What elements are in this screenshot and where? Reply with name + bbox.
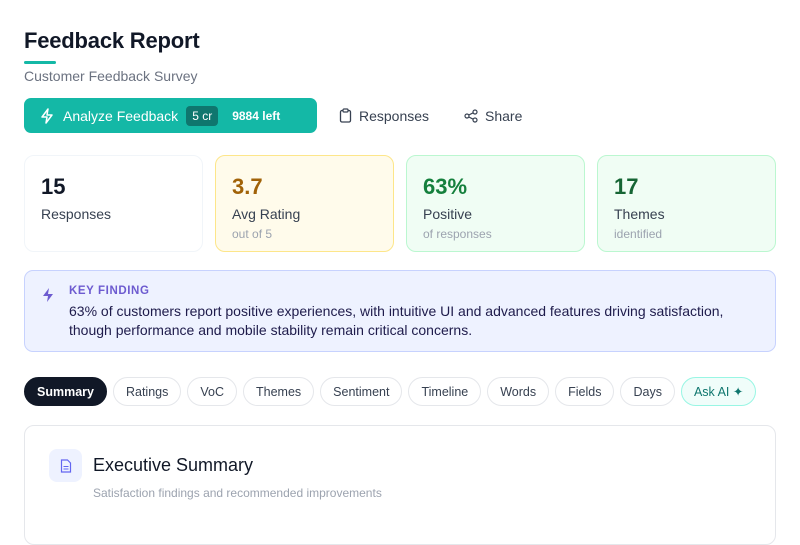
analyze-button[interactable]: Analyze Feedback 5 cr 9884 left [24, 98, 317, 133]
section-title: Executive Summary [93, 455, 254, 475]
analyze-label: Analyze Feedback [63, 107, 179, 124]
page-title: Feedback Report [24, 28, 200, 53]
page-subtitle: Customer Feedback Survey [24, 68, 198, 84]
stat-note: of responses [423, 227, 492, 241]
stat-value: 15 [41, 174, 66, 199]
stat-label: Themes [614, 206, 665, 222]
bolt-icon [41, 107, 53, 124]
tab[interactable]: Ratings [112, 377, 182, 406]
tab[interactable]: Words [487, 377, 550, 406]
stat-note: identified [614, 227, 663, 241]
cost-badge: 5 cr [186, 105, 219, 126]
responses-label: Responses [359, 107, 430, 124]
share-button[interactable]: Share [464, 98, 522, 133]
stat-label: Positive [423, 206, 473, 222]
stat-card: 17 Themes identified [597, 155, 776, 252]
clipboard-icon [339, 108, 352, 123]
title-underline [24, 61, 56, 64]
tab[interactable]: VoC [187, 377, 238, 406]
stat-card: 15 Responses [24, 155, 203, 252]
stat-value: 63% [423, 174, 468, 199]
remaining-badge: 9884 left [232, 108, 281, 123]
stat-label: Avg Rating [232, 206, 301, 222]
section-subtitle: Satisfaction findings and recommended im… [93, 486, 382, 500]
share-label: Share [485, 107, 523, 124]
tab[interactable]: Themes [243, 377, 315, 406]
tab[interactable]: Ask AI ✦ [680, 377, 757, 406]
key-finding: KEY FINDING 63% of customers report posi… [24, 270, 776, 352]
summary-card: Executive Summary Satisfaction findings … [24, 425, 776, 545]
stat-label: Responses [41, 206, 112, 222]
page: Feedback Report Customer Feedback Survey… [24, 28, 776, 545]
bolt-icon [43, 288, 53, 302]
responses-button[interactable]: Responses [339, 98, 429, 133]
tab[interactable]: Fields [555, 377, 615, 406]
key-finding-label: KEY FINDING [69, 285, 150, 297]
stat-note: out of 5 [232, 227, 273, 241]
tab-bar: Summary Ratings VoC Themes Sentiment Timeline… [24, 377, 757, 406]
doc-icon [49, 449, 82, 482]
tab[interactable]: Timeline [408, 377, 482, 406]
tab[interactable]: Sentiment [320, 377, 403, 406]
stat-card: 63% Positive of responses [406, 155, 585, 252]
key-finding-text: 63% of customers report positive experie… [69, 303, 724, 338]
stat-value: 3.7 [232, 174, 263, 199]
tab[interactable]: Days [620, 377, 675, 406]
share-icon [464, 108, 478, 123]
stat-value: 17 [614, 174, 639, 199]
stat-card: 3.7 Avg Rating out of 5 [215, 155, 394, 252]
tab[interactable]: Summary [24, 377, 107, 406]
